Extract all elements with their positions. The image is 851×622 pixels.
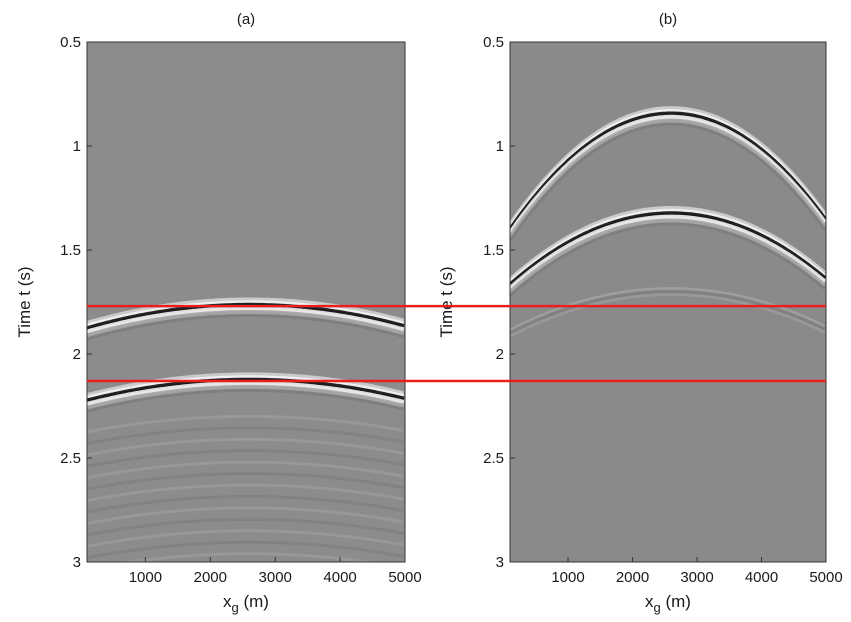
panel-a-ringing-arc xyxy=(87,517,404,537)
panel-b-y-tick-label: 2 xyxy=(496,346,504,363)
panel-b-x-tick-label: 5000 xyxy=(809,569,842,586)
panel-a-x-tick-label: 2000 xyxy=(194,569,227,586)
panel-a-ringing-arc xyxy=(87,460,404,480)
panel-a-event-1-band-1 xyxy=(87,375,405,401)
panel-a-title: (a) xyxy=(237,11,255,28)
panel-a-image xyxy=(87,297,405,562)
panel-a-ringing-arc xyxy=(87,529,404,548)
panel-a-x-tick-label: 5000 xyxy=(388,569,421,586)
panel-a-ringing-arc xyxy=(87,540,404,560)
panel-a-ringing-arc xyxy=(87,506,404,525)
panel-a-frame xyxy=(86,41,406,563)
panel-a-x-axis-label-subscript: g xyxy=(232,600,239,615)
panel-a-y-axis-label: Time t (s) xyxy=(15,266,34,337)
panel-a-ringing-arc xyxy=(120,552,378,562)
panel-a-event-0-band-0 xyxy=(87,297,405,325)
panel-a-x-tick-label: 3000 xyxy=(259,569,292,586)
panel-b-x-tick-label: 3000 xyxy=(680,569,713,586)
panel-b-y-tick-label: 1.5 xyxy=(483,242,504,259)
panel-a-x-axis-label: xg (m) xyxy=(223,592,269,615)
panel-b-x-tick-label: 1000 xyxy=(551,569,584,586)
panel-a-event-1-band-5 xyxy=(87,388,405,413)
panel-a-x-axis-label-unit: (m) xyxy=(239,592,269,611)
panel-b-y-tick-label: 2.5 xyxy=(483,450,504,467)
panel-a-event-1-band-0 xyxy=(87,372,405,398)
panel-a-x-ticks: 1000 2000 3000 4000 5000 xyxy=(129,557,422,586)
panel-a-x-tick-label: 4000 xyxy=(323,569,356,586)
panel-b-y-tick-label: 0.5 xyxy=(483,34,504,51)
panel-a-y-tick-label: 0.5 xyxy=(60,34,81,51)
panel-a-y-tick-label: 1 xyxy=(73,138,81,155)
panel-a-ringing-arc xyxy=(87,414,404,434)
panel-a-y-tick-label: 3 xyxy=(73,554,81,571)
panel-b-event-0-band-4 xyxy=(510,118,826,239)
panel-b-event-2-band-1 xyxy=(510,289,826,335)
panel-b-x-tick-label: 4000 xyxy=(745,569,778,586)
panel-a-event-0-band-3 xyxy=(87,306,405,335)
panel-a-event-0-band-5 xyxy=(87,314,405,341)
panel-b-event-1-band-4 xyxy=(510,218,826,294)
panel-b-event-1-band-3 xyxy=(510,214,826,291)
panel-b-frame xyxy=(509,41,827,563)
panel-a-ringing-arc xyxy=(87,449,404,468)
panel-a-event-1-band-4 xyxy=(87,384,405,410)
panel-a-ringing-arc xyxy=(87,426,404,445)
panel-b-background xyxy=(510,42,826,562)
panel-b-x-tick-label: 2000 xyxy=(616,569,649,586)
panel-b-x-axis-label-unit: (m) xyxy=(661,592,691,611)
panel-b-y-tick-label: 1 xyxy=(496,138,504,155)
panel-b-x-axis-label: xg (m) xyxy=(645,592,691,615)
panel-b-x-axis-label-subscript: g xyxy=(654,600,661,615)
panel-b-title: (b) xyxy=(659,11,677,28)
panel-b-event-2-band-2 xyxy=(510,293,826,338)
panel-b-event-0-band-3 xyxy=(510,114,826,236)
panel-a-x-tick-label: 1000 xyxy=(129,569,162,586)
panel-a: (a) 0.5 1 1.5 2 2.5 3 1000 2000 3000 4000 5000 Ti… xyxy=(15,11,422,615)
panel-b-event-1-band-5 xyxy=(510,222,826,297)
panel-b-x-axis-label-main: x xyxy=(645,592,654,611)
panel-a-x-axis-label-main: x xyxy=(223,592,232,611)
panel-b-image xyxy=(510,106,826,338)
panel-b-event-1-band-0 xyxy=(510,206,826,281)
panel-a-y-ticks: 0.5 1 1.5 2 2.5 3 xyxy=(60,34,92,571)
panel-b-x-ticks: 1000 2000 3000 4000 5000 xyxy=(551,557,843,586)
panel-b-event-0-band-0 xyxy=(510,106,826,226)
panel-a-event-0-band-1 xyxy=(87,300,405,328)
panel-b-event-1-band-2 xyxy=(510,211,826,288)
panel-a-ringing-arc xyxy=(87,483,404,503)
red-reference-lines xyxy=(87,304,826,383)
panel-b-y-ticks: 0.5 1 1.5 2 2.5 3 xyxy=(483,34,515,571)
panel-b: (b) 0.5 1 1.5 2 2.5 3 1000 2000 3000 4000 5000 Ti… xyxy=(437,11,843,615)
panel-a-ringing-arc xyxy=(87,472,404,491)
panel-b-y-tick-label: 3 xyxy=(496,554,504,571)
panel-a-event-0-band-4 xyxy=(87,310,405,338)
panel-a-y-tick-label: 1.5 xyxy=(60,242,81,259)
panel-a-y-tick-label: 2.5 xyxy=(60,450,81,467)
panel-a-event-1-band-3 xyxy=(87,381,405,407)
panel-a-y-tick-label: 2 xyxy=(73,346,81,363)
panel-a-ringing-arc xyxy=(87,437,404,457)
panel-a-ringing-arc xyxy=(87,495,404,514)
panel-b-event-0-band-5 xyxy=(510,122,826,242)
panel-b-y-axis-label: Time t (s) xyxy=(437,266,456,337)
